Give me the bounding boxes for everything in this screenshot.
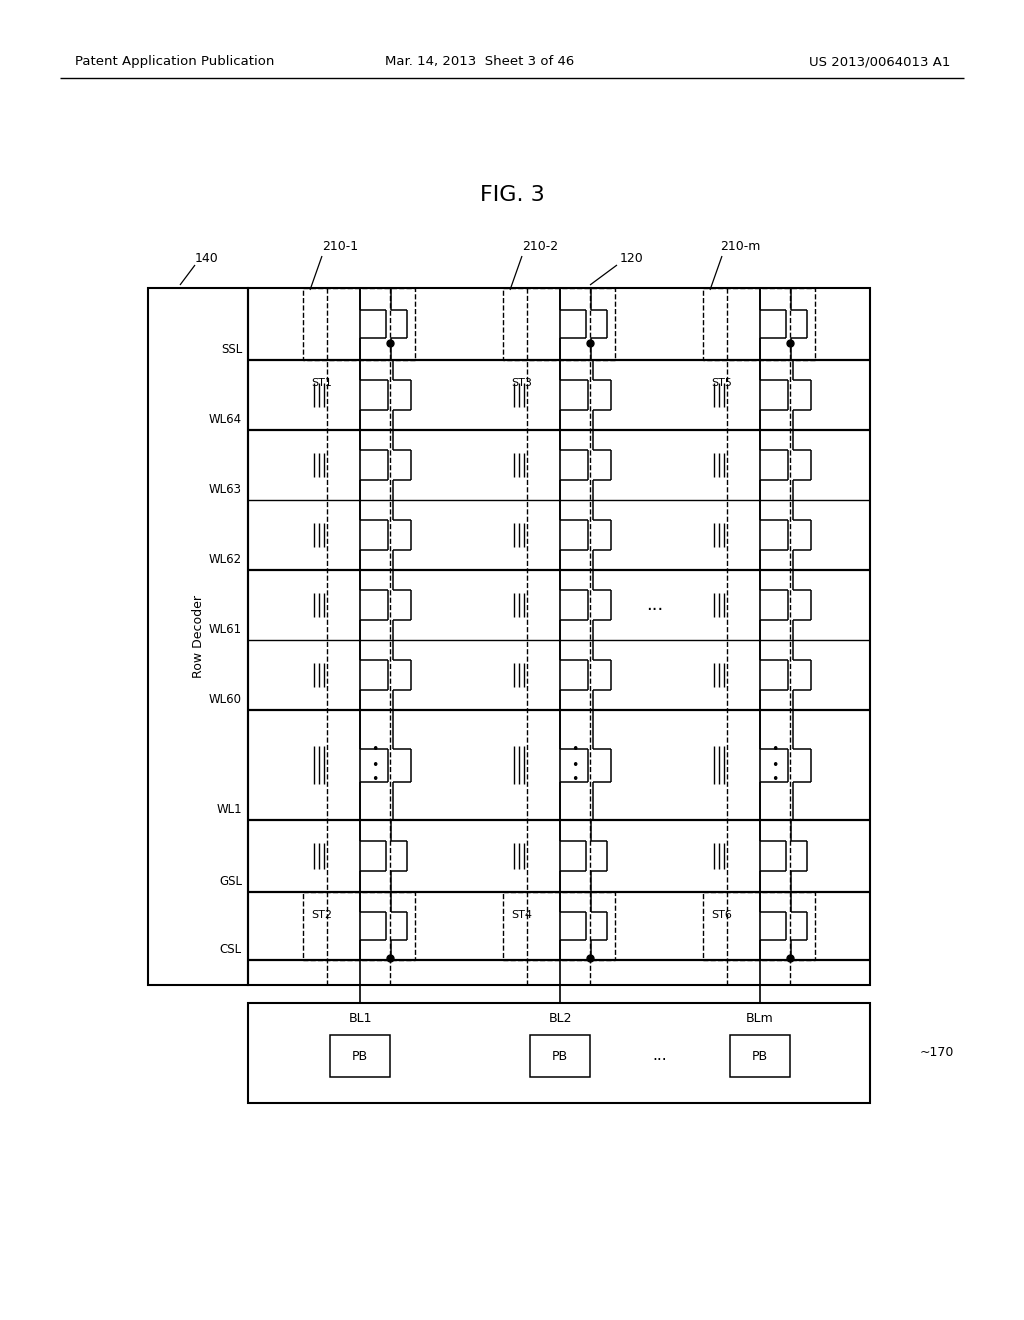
Bar (248, 1003, 870, 1104)
Text: GSL: GSL (219, 875, 242, 888)
Text: 140: 140 (195, 252, 219, 264)
Bar (303, 288, 415, 360)
Bar (503, 892, 615, 960)
Text: BL1: BL1 (348, 1012, 372, 1026)
Bar (703, 892, 815, 960)
Text: WL63: WL63 (209, 483, 242, 496)
Text: WL61: WL61 (209, 623, 242, 636)
Text: ST2: ST2 (311, 909, 332, 920)
Text: FIG. 3: FIG. 3 (479, 185, 545, 205)
Text: PB: PB (352, 1049, 368, 1063)
Text: 120: 120 (620, 252, 644, 264)
Bar (148, 288, 248, 985)
Text: 210-2: 210-2 (522, 239, 558, 252)
Bar (330, 1035, 390, 1077)
Text: SSL: SSL (221, 343, 242, 356)
Text: CSL: CSL (220, 942, 242, 956)
Text: PB: PB (552, 1049, 568, 1063)
Bar (303, 892, 415, 960)
Text: ST1: ST1 (311, 378, 332, 388)
Text: ~170: ~170 (920, 1047, 954, 1060)
Bar (730, 1035, 790, 1077)
Text: •
•
•: • • • (771, 743, 778, 787)
Text: Patent Application Publication: Patent Application Publication (75, 55, 274, 69)
Text: ...: ... (652, 1048, 668, 1064)
Text: WL64: WL64 (209, 413, 242, 426)
Text: Mar. 14, 2013  Sheet 3 of 46: Mar. 14, 2013 Sheet 3 of 46 (385, 55, 574, 69)
Text: ST5: ST5 (711, 378, 732, 388)
Bar (703, 288, 815, 360)
Bar (248, 288, 870, 985)
Text: US 2013/0064013 A1: US 2013/0064013 A1 (809, 55, 950, 69)
Text: •
•
•: • • • (571, 743, 579, 787)
Text: ST3: ST3 (511, 378, 531, 388)
Text: WL60: WL60 (209, 693, 242, 706)
Text: Row Decoder: Row Decoder (191, 594, 205, 677)
Text: 210-m: 210-m (720, 239, 760, 252)
Text: ST6: ST6 (711, 909, 732, 920)
Text: ST4: ST4 (511, 909, 532, 920)
Text: •
•
•: • • • (372, 743, 379, 787)
Text: PB: PB (752, 1049, 768, 1063)
Text: WL1: WL1 (216, 803, 242, 816)
Text: BL2: BL2 (548, 1012, 571, 1026)
Text: ...: ... (646, 597, 664, 614)
Bar (530, 1035, 590, 1077)
Text: WL62: WL62 (209, 553, 242, 566)
Bar (503, 288, 615, 360)
Text: BLm: BLm (746, 1012, 774, 1026)
Text: 210-1: 210-1 (322, 239, 358, 252)
